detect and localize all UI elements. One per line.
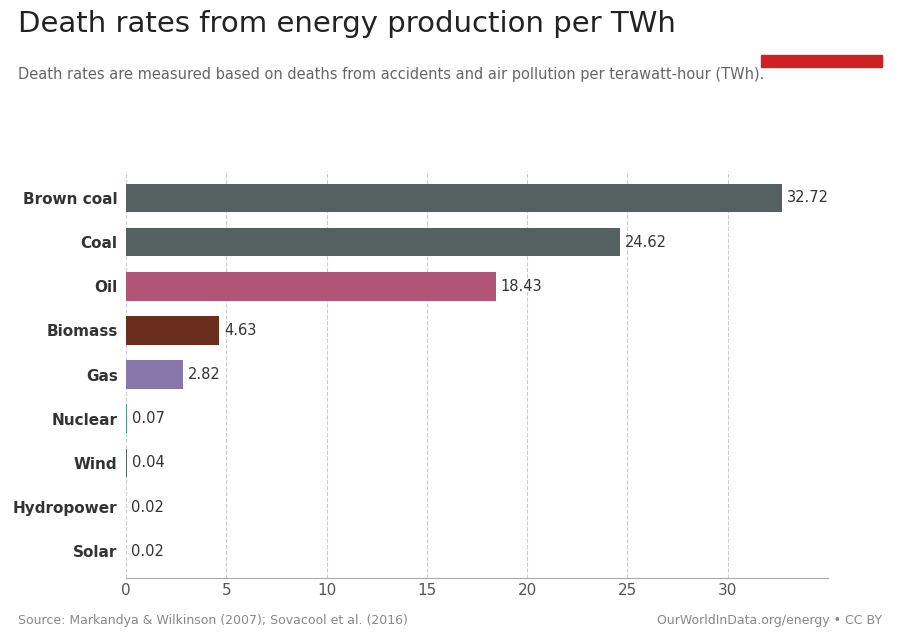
Text: 24.62: 24.62 <box>625 234 667 250</box>
Text: 4.63: 4.63 <box>224 323 256 338</box>
Text: Death rates are measured based on deaths from accidents and air pollution per te: Death rates are measured based on deaths… <box>18 67 764 82</box>
Text: Our World: Our World <box>788 14 855 27</box>
Bar <box>126 184 782 212</box>
Text: OurWorldInData.org/energy • CC BY: OurWorldInData.org/energy • CC BY <box>657 615 882 627</box>
Text: 32.72: 32.72 <box>788 190 829 206</box>
Text: Death rates from energy production per TWh: Death rates from energy production per T… <box>18 10 676 37</box>
Text: 0.04: 0.04 <box>131 455 165 471</box>
Text: 18.43: 18.43 <box>500 279 543 294</box>
Text: 0.07: 0.07 <box>132 411 166 426</box>
Bar <box>126 228 620 257</box>
Text: 0.02: 0.02 <box>131 500 165 515</box>
Bar <box>760 55 882 67</box>
Text: 0.02: 0.02 <box>131 544 165 559</box>
Bar <box>126 272 496 300</box>
Bar <box>126 404 128 433</box>
Text: in Data: in Data <box>797 32 845 45</box>
Text: 2.82: 2.82 <box>187 367 220 382</box>
Text: Source: Markandya & Wilkinson (2007); Sovacool et al. (2016): Source: Markandya & Wilkinson (2007); So… <box>18 615 408 627</box>
Bar <box>126 316 219 345</box>
Bar <box>126 360 183 389</box>
